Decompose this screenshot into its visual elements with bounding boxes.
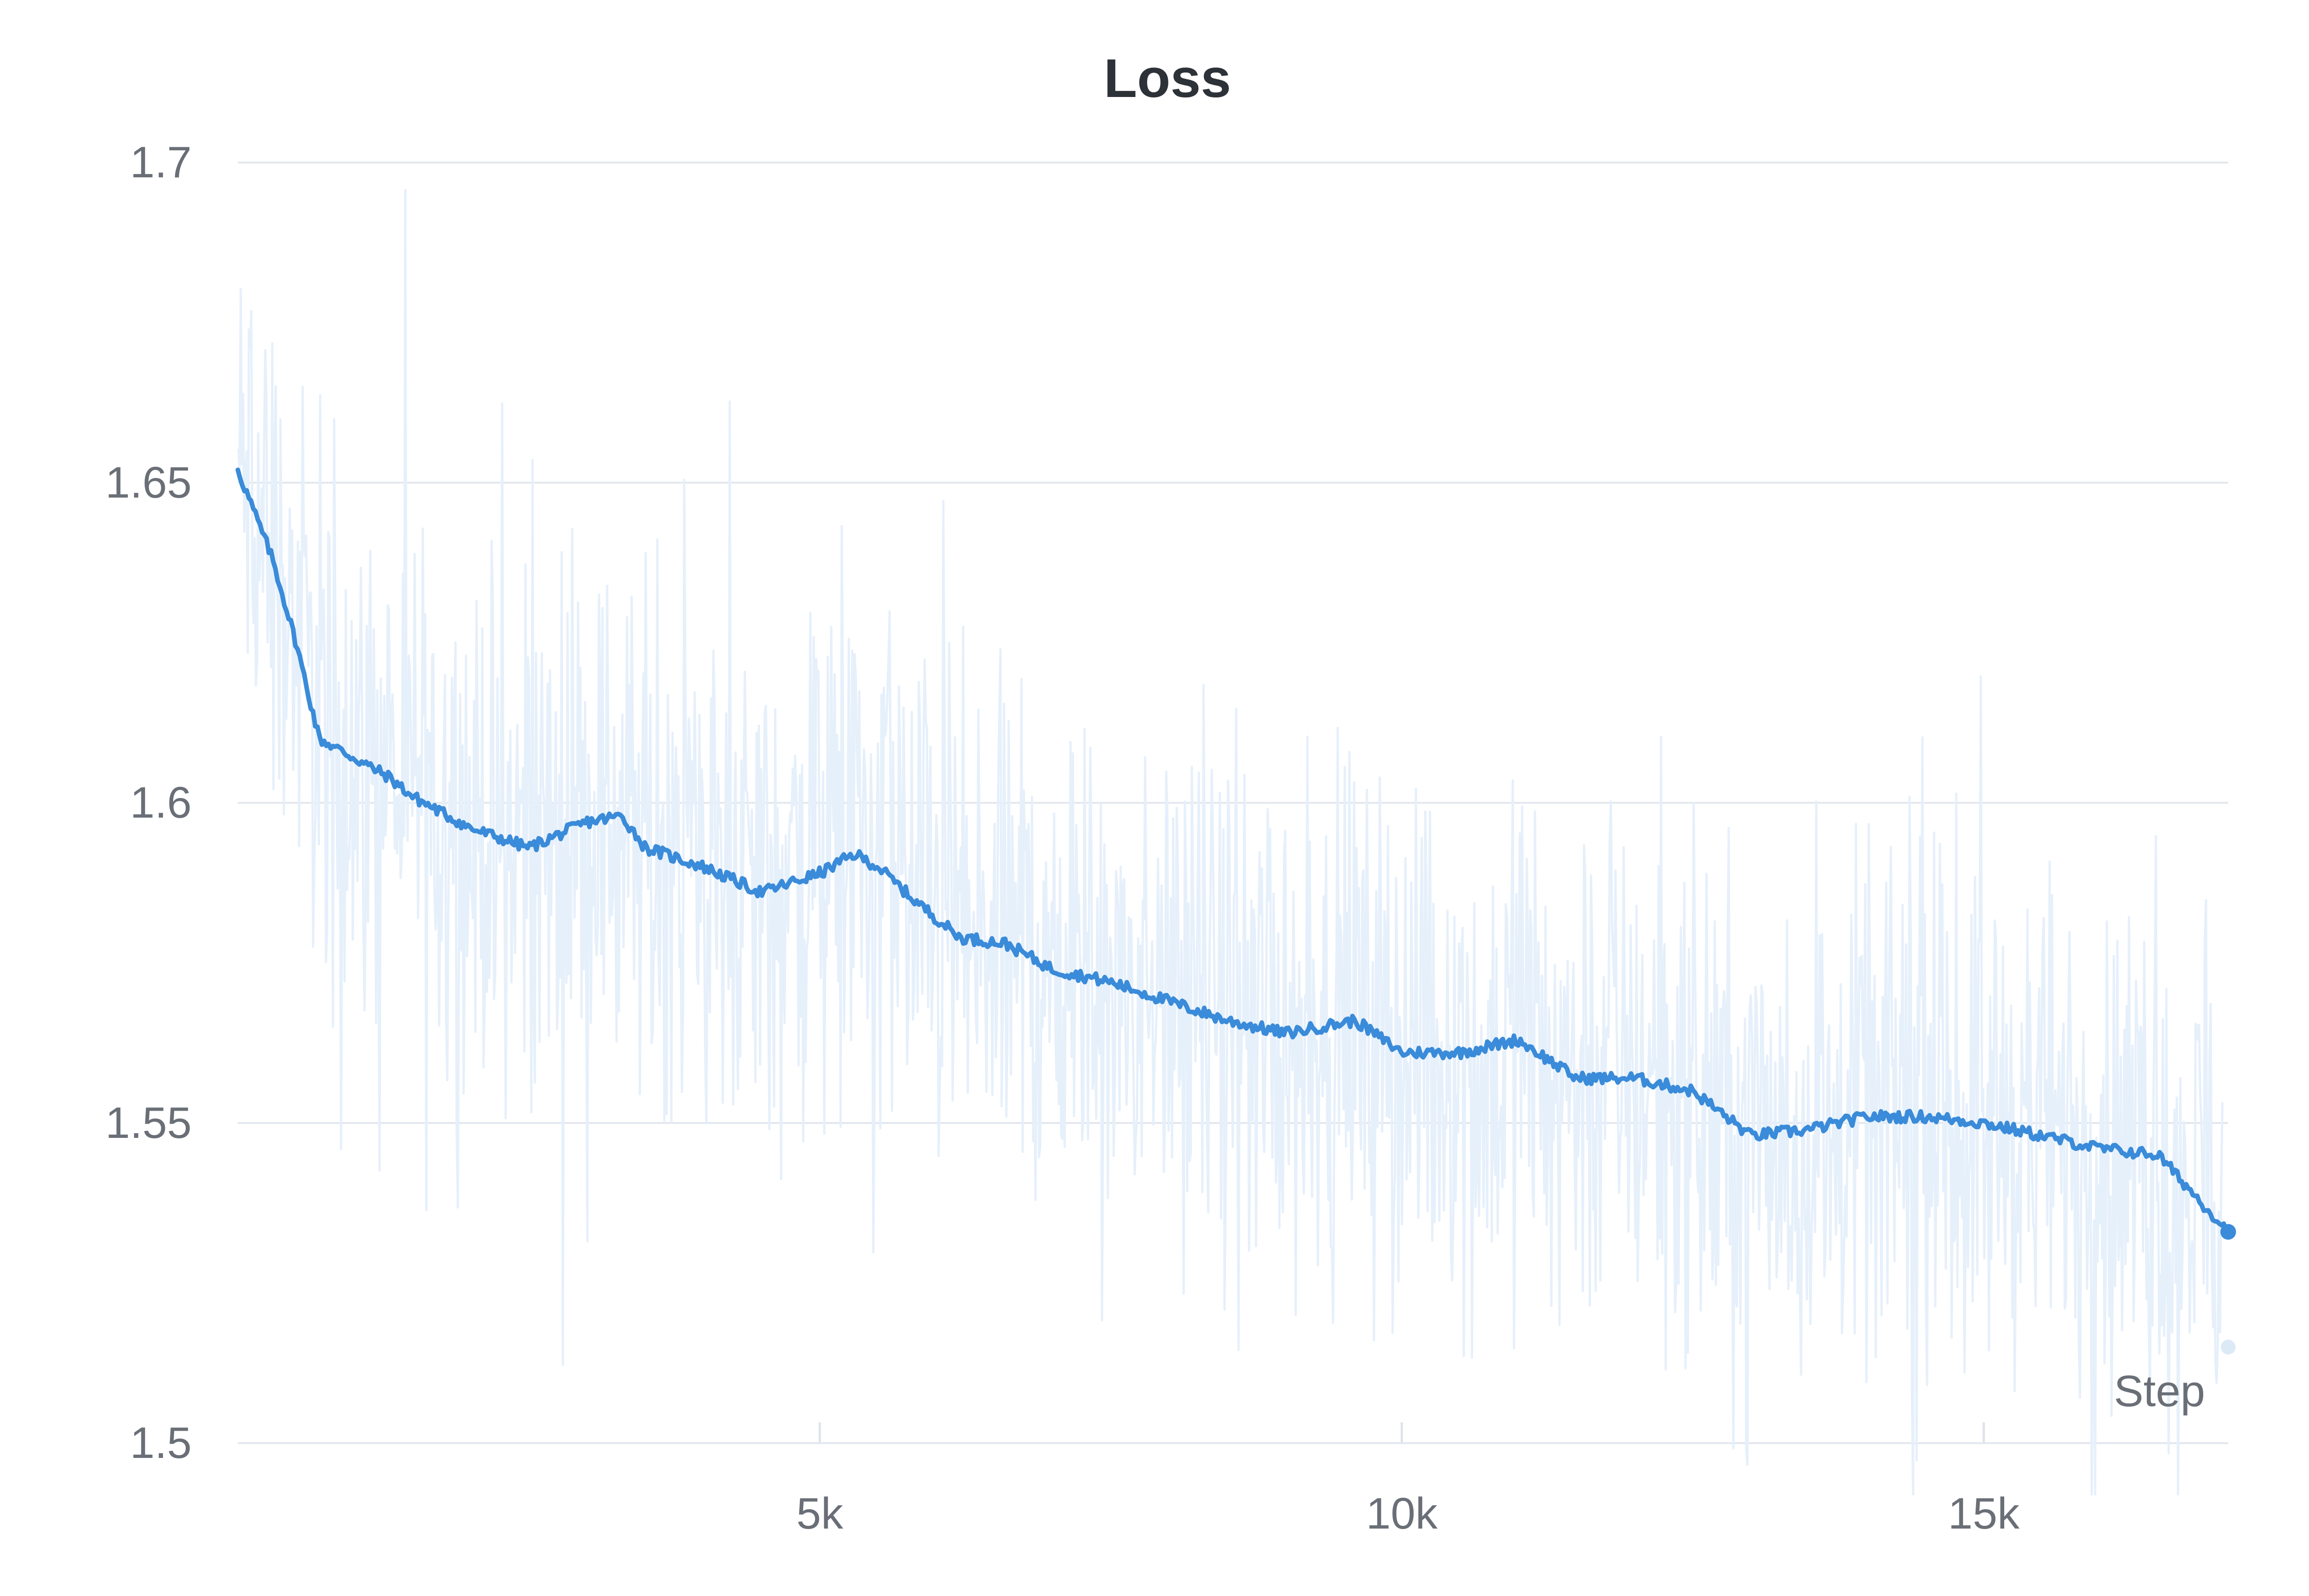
y-tick-label: 1.5 [130,1418,192,1468]
x-tick-label: 5k [797,1489,844,1538]
y-tick-label: 1.55 [105,1098,192,1148]
y-axis: 1.5 1.55 1.6 1.65 1.7 [105,138,192,1468]
y-tick-label: 1.65 [105,458,192,507]
smoothed-loss-line [236,467,2230,1235]
x-tick-label: 15k [1948,1489,2020,1538]
y-tick-label: 1.6 [130,778,192,828]
raw-loss-line [237,189,2224,1496]
raw-end-point [2221,1340,2236,1355]
y-tick-label: 1.7 [130,138,192,187]
series-end-point [2220,1224,2236,1240]
x-axis: 5k 10k 15k [797,1422,2020,1538]
x-tick-label: 10k [1366,1489,1438,1538]
raw-series [237,189,2236,1496]
chart-title: Loss [1104,48,1231,109]
x-axis-label: Step [2114,1366,2205,1416]
